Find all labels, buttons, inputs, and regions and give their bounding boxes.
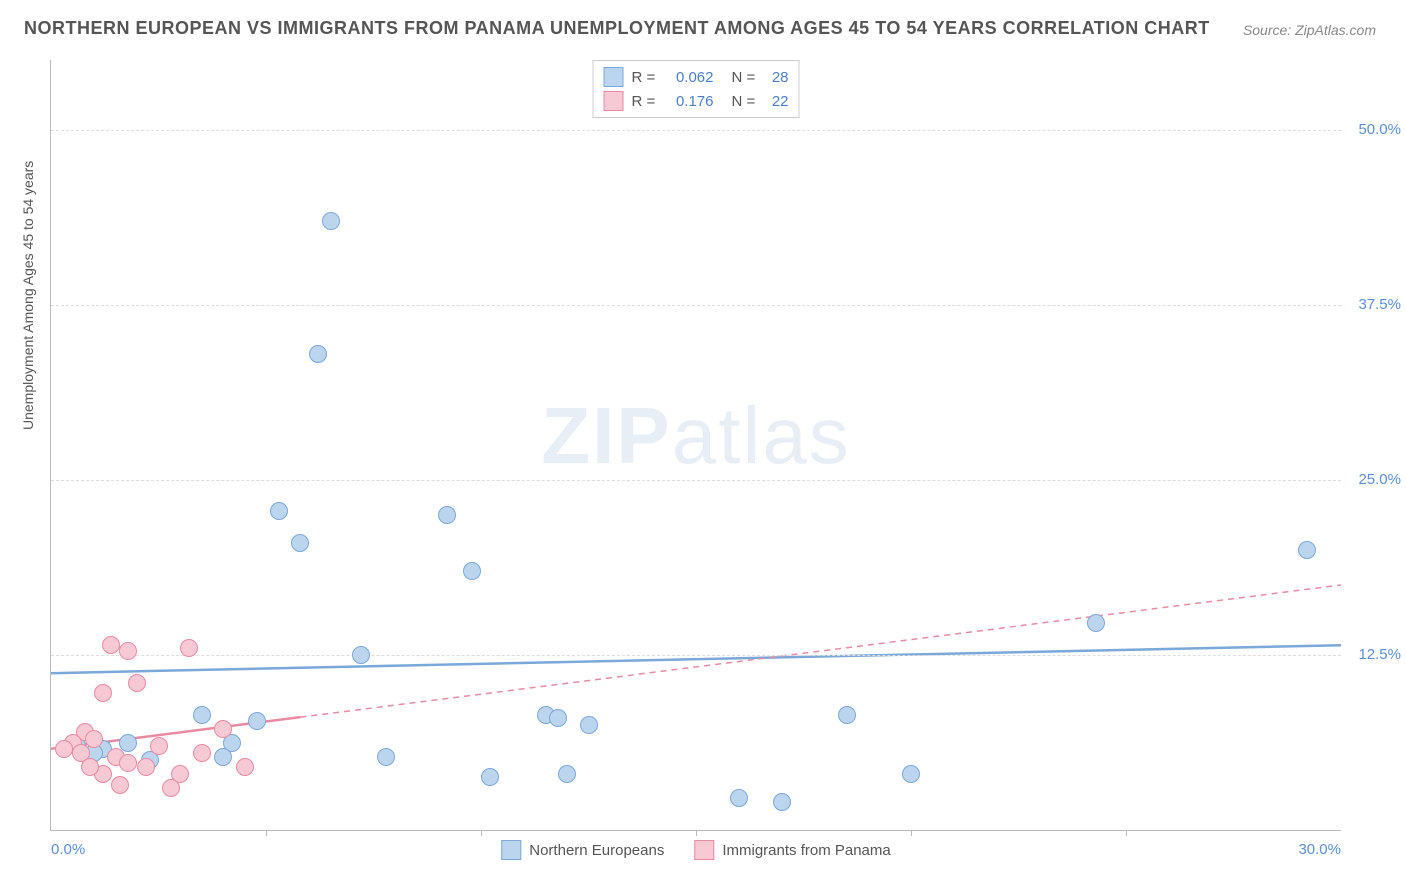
trend-line-dashed [300, 585, 1341, 717]
data-point [150, 737, 168, 755]
data-point [291, 534, 309, 552]
scatter-plot: ZIPatlas R =0.062N =28R =0.176N =22 Nort… [50, 60, 1341, 831]
data-point [81, 758, 99, 776]
n-value: 28 [764, 69, 789, 86]
y-tick-label: 37.5% [1346, 296, 1401, 313]
gridline [51, 305, 1341, 306]
series-legend-item: Immigrants from Panama [694, 840, 890, 860]
watermark: ZIPatlas [541, 390, 850, 482]
data-point [119, 734, 137, 752]
series-legend-item: Northern Europeans [501, 840, 664, 860]
data-point [438, 506, 456, 524]
data-point [322, 212, 340, 230]
x-tick-label-left: 0.0% [51, 841, 85, 858]
data-point [119, 642, 137, 660]
x-tick-label-right: 30.0% [1298, 841, 1341, 858]
data-point [838, 706, 856, 724]
data-point [1087, 614, 1105, 632]
stats-legend-row: R = 0.062 N = 28 [604, 65, 789, 89]
trend-line-solid [51, 645, 1341, 673]
legend-swatch [604, 91, 624, 111]
series-name: Northern Europeans [529, 842, 664, 859]
data-point [85, 730, 103, 748]
data-point [352, 646, 370, 664]
data-point [193, 706, 211, 724]
r-label: R = [632, 69, 656, 86]
source-label: Source: ZipAtlas.com [1243, 22, 1376, 38]
y-tick-label: 50.0% [1346, 121, 1401, 138]
watermark-bold: ZIP [541, 391, 671, 480]
watermark-light: atlas [672, 391, 851, 480]
series-name: Immigrants from Panama [722, 842, 890, 859]
data-point [558, 765, 576, 783]
data-point [773, 793, 791, 811]
data-point [137, 758, 155, 776]
x-tick [266, 830, 267, 836]
gridline [51, 480, 1341, 481]
data-point [580, 716, 598, 734]
stats-legend: R = 0.062 N = 28 R = 0.176 N = 22 [593, 60, 800, 118]
data-point [309, 345, 327, 363]
data-point [248, 712, 266, 730]
data-point [94, 684, 112, 702]
n-label: N = [732, 93, 756, 110]
y-axis-label: Unemployment Among Ages 45 to 54 years [20, 161, 36, 430]
data-point [1298, 541, 1316, 559]
n-value: 22 [764, 93, 789, 110]
x-tick [911, 830, 912, 836]
data-point [119, 754, 137, 772]
trend-lines [51, 60, 1341, 830]
r-value: 0.176 [664, 93, 714, 110]
y-tick-label: 25.0% [1346, 471, 1401, 488]
legend-swatch [694, 840, 714, 860]
gridline [51, 655, 1341, 656]
r-label: R = [632, 93, 656, 110]
data-point [214, 748, 232, 766]
legend-swatch [604, 67, 624, 87]
data-point [730, 789, 748, 807]
data-point [902, 765, 920, 783]
x-tick [1126, 830, 1127, 836]
data-point [180, 639, 198, 657]
data-point [55, 740, 73, 758]
data-point [377, 748, 395, 766]
data-point [214, 720, 232, 738]
data-point [549, 709, 567, 727]
series-legend: Northern Europeans Immigrants from Panama [501, 840, 890, 860]
data-point [162, 779, 180, 797]
gridline [51, 130, 1341, 131]
data-point [463, 562, 481, 580]
y-tick-label: 12.5% [1346, 646, 1401, 663]
data-point [111, 776, 129, 794]
data-point [193, 744, 211, 762]
data-point [102, 636, 120, 654]
legend-swatch [501, 840, 521, 860]
n-label: N = [732, 69, 756, 86]
x-tick [696, 830, 697, 836]
data-point [481, 768, 499, 786]
data-point [270, 502, 288, 520]
stats-legend-row: R = 0.176 N = 22 [604, 89, 789, 113]
r-value: 0.062 [664, 69, 714, 86]
x-tick [481, 830, 482, 836]
data-point [128, 674, 146, 692]
data-point [236, 758, 254, 776]
chart-title: NORTHERN EUROPEAN VS IMMIGRANTS FROM PAN… [24, 18, 1210, 39]
